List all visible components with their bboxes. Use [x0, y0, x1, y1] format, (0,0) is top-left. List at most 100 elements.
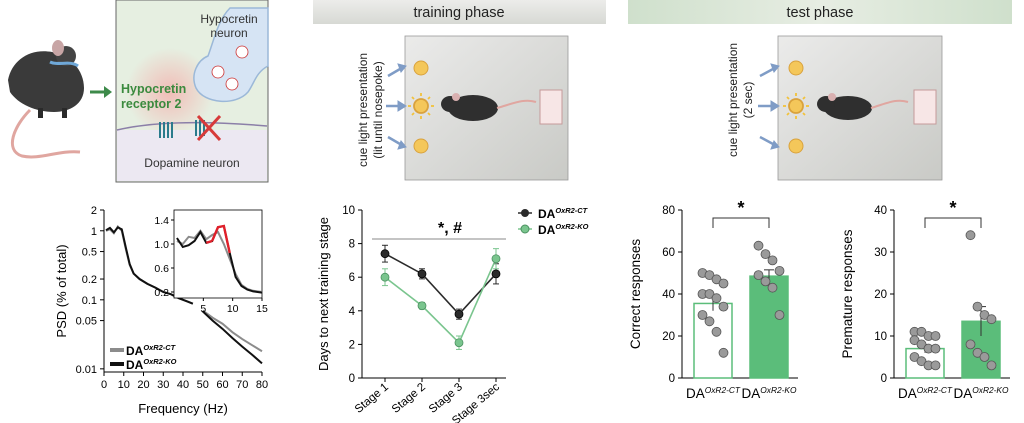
premature-data-point: [965, 339, 976, 350]
training-y-tick-label: 0: [349, 373, 355, 385]
psd-legend-ko-sup: OxR2-KO: [143, 357, 176, 366]
training-ko-point: [380, 272, 390, 282]
premature-data-point: [930, 343, 941, 354]
lit-cue-light-icon: [783, 93, 809, 119]
correct-data-point: [767, 282, 778, 293]
nosepoke-port: [539, 89, 563, 125]
correct-x-label-ct: DAOxR2-CT: [686, 385, 741, 401]
cue-light-icon: [413, 138, 429, 154]
psd-y-tick-label: 0.5: [82, 247, 97, 259]
premature-x-label-ct-base: DA: [898, 386, 917, 401]
correct-data-point: [718, 278, 729, 289]
premature-data-point: [930, 331, 941, 341]
psd-inset-x-tick-label: 15: [256, 303, 268, 315]
psd-x-tick-label: 60: [216, 379, 228, 391]
correct-data-point: [697, 310, 708, 320]
psd-inset-significant-segment: [211, 224, 231, 254]
premature-y-tick-label: 30: [874, 247, 887, 259]
training-significance-label: *, #: [438, 220, 462, 237]
psd-y-tick-label: 0.05: [76, 316, 97, 328]
psd-y-tick-label: 0.01: [76, 364, 97, 376]
correct-significance-label: *: [737, 198, 744, 218]
correct-y-label: Correct responses: [628, 239, 643, 350]
test-cue-label-2: (2 sec): [741, 82, 755, 119]
mouse-icon: [441, 93, 537, 121]
correct-bar-ko: [749, 275, 789, 379]
psd-y-tick-label: 0.1: [82, 295, 97, 307]
training-ko-point: [491, 254, 501, 264]
training-y-tick-label: 6: [349, 272, 355, 284]
training-cue-label-2: (lit until nosepoke): [371, 61, 385, 158]
psd-x-tick-label: 0: [101, 379, 107, 391]
correct-x-label-ko-sup: OxR2-KO: [760, 385, 797, 395]
psd-legend-ct-sup: OxR2-CT: [143, 343, 176, 352]
synapse-diagram: [115, 0, 269, 183]
training-y-tick-label: 8: [349, 239, 355, 251]
training-ct-point: [454, 309, 464, 319]
correct-data-point: [718, 301, 729, 312]
correct-data-point: [753, 240, 764, 251]
arrow-icon: [90, 86, 112, 98]
psd-x-tick-label: 80: [256, 379, 268, 391]
training-legend-ct-base: DA: [538, 207, 556, 221]
correct-y-tick-label: 0: [669, 373, 675, 385]
training-legend-ct: DAOxR2-CT: [538, 206, 589, 221]
training-phase-title: training phase: [413, 5, 504, 21]
correct-y-tick-label: 60: [662, 247, 675, 259]
premature-y-label: Premature responses: [840, 229, 855, 358]
psd-inset-x-tick-label: 10: [227, 303, 239, 315]
correct-y-tick-label: 20: [662, 331, 675, 343]
cue-light-icon: [788, 60, 804, 76]
training-ko-point: [454, 338, 464, 348]
psd-x-tick-label: 40: [177, 379, 189, 391]
cue-light-icon: [788, 138, 804, 154]
correct-x-label-ko: DAOxR2-KO: [742, 385, 797, 401]
hypocretin-neuron-label-2: neuron: [210, 26, 247, 40]
training-cue-arrows: [386, 63, 407, 150]
training-ct-point: [491, 269, 501, 279]
mouse-schematic: [8, 40, 84, 159]
correct-x-label-ct-base: DA: [686, 386, 705, 401]
training-ct-line: [384, 252, 497, 316]
training-ko-point: [417, 301, 427, 311]
correct-data-point: [774, 310, 785, 320]
psd-inset-y-tick-label: 0.2: [154, 287, 169, 299]
premature-data-point: [972, 301, 983, 312]
mouse-icon: [817, 93, 909, 120]
psd-y-tick-label: 0.2: [82, 274, 97, 286]
lit-cue-light-icon: [408, 93, 434, 119]
training-legend-ko: DAOxR2-KO: [538, 222, 589, 237]
psd-y-tick-label: 2: [91, 205, 97, 217]
psd-inset-y-tick-label: 1.0: [154, 239, 169, 251]
training-y-tick-label: 4: [349, 306, 356, 318]
training-ko-line: [384, 258, 497, 345]
training-ct-point: [417, 269, 427, 279]
correct-x-label-ko-base: DA: [742, 386, 761, 401]
psd-inset-significant-segment: [205, 239, 213, 244]
psd-x-tick-label: 70: [236, 379, 248, 391]
psd-x-tick-label: 30: [157, 379, 169, 391]
premature-data-point: [930, 360, 941, 371]
correct-data-point: [718, 347, 729, 358]
premature-x-label-ct: DAOxR2-CT: [898, 385, 953, 401]
premature-significance-label: *: [949, 198, 956, 218]
training-cue-label: cue light presentation: [356, 53, 370, 167]
premature-y-tick-label: 10: [874, 331, 887, 343]
training-y-tick-label: 10: [342, 205, 355, 217]
psd-x-tick-label: 50: [197, 379, 209, 391]
psd-x-tick-label: 10: [118, 379, 130, 391]
premature-x-label-ko-base: DA: [954, 386, 973, 401]
premature-data-point: [986, 360, 997, 371]
psd-inset-frame: [173, 209, 263, 299]
correct-y-tick-label: 80: [662, 205, 675, 217]
premature-significance-bracket: [924, 217, 982, 228]
psd-y-label: PSD (% of total): [54, 244, 69, 337]
correct-data-point: [760, 249, 771, 260]
psd-inset-y-tick-label: 0.6: [154, 263, 169, 275]
training-x-tick-label: Stage 2: [390, 381, 428, 416]
training-legend-marker-ko: [520, 224, 530, 234]
premature-x-label-ct-sup: OxR2-CT: [917, 385, 953, 395]
